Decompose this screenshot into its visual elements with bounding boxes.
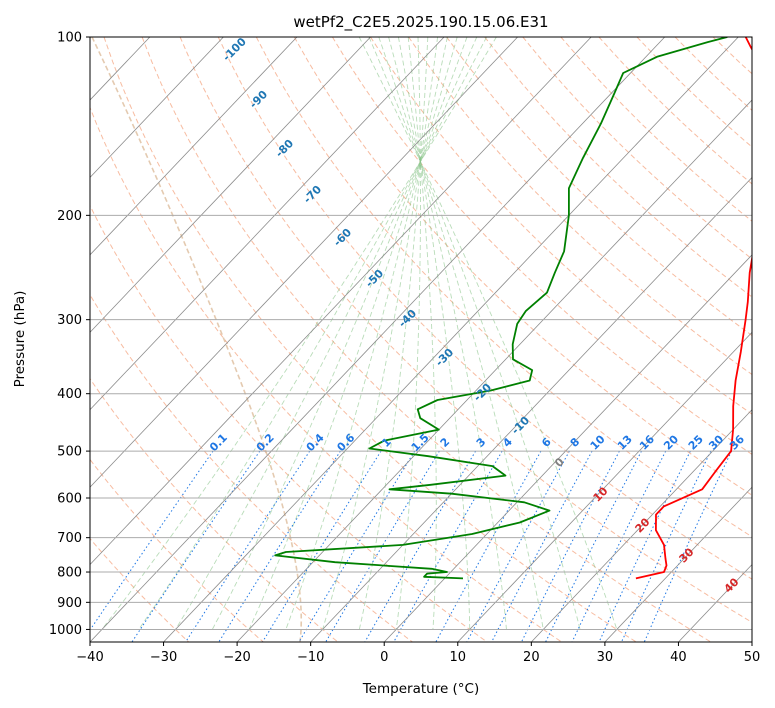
y-tick-label: 500 (57, 445, 82, 460)
moist-adiabat-line (101, 37, 497, 630)
y-axis-label: Pressure (hPa) (12, 291, 28, 388)
dry-adiabat-line (484, 37, 752, 298)
x-tick-label: 20 (523, 650, 540, 665)
reference-adiabat-line (91, 37, 303, 642)
isotherm-line (310, 176, 752, 642)
mixing-ratio-line (571, 450, 667, 642)
mixing-ratio-line (298, 450, 416, 642)
y-tick-label: 200 (57, 209, 82, 224)
moist-adiabat-line (285, 37, 448, 630)
x-tick-label: −10 (297, 650, 324, 665)
x-tick-label: −20 (223, 650, 250, 665)
mixing-ratio-line (262, 450, 382, 642)
dry-adiabat-line (141, 37, 712, 642)
isotherms (90, 37, 752, 642)
isotherm-line (236, 99, 752, 642)
x-tick-label: 0 (380, 650, 388, 665)
dry-adiabat-line (293, 37, 752, 496)
isotherm-line (90, 37, 518, 488)
plot-frame (89, 36, 753, 643)
isotherm-line (457, 331, 752, 642)
moist-adiabat-line (395, 37, 421, 630)
y-axis-ticks: 100 200 300 400 500 600 700 800 900 1000 (49, 31, 90, 638)
isotherm-line (383, 254, 752, 642)
x-tick-label: 30 (597, 650, 614, 665)
y-tick-label: 900 (57, 596, 82, 611)
x-tick-label: 50 (744, 650, 761, 665)
isotherm-line (90, 37, 371, 333)
dry-adiabat-line (179, 37, 752, 623)
mixing-ratio-line (435, 450, 542, 642)
mixing-ratio-line (491, 450, 593, 642)
isotherm-line (163, 37, 739, 642)
mixing-ratio-line (90, 450, 214, 631)
dewpoint-trace (274, 37, 728, 580)
y-tick-label: 800 (57, 566, 82, 581)
moist-adiabat-line (368, 37, 581, 630)
y-tick-label: 600 (57, 492, 82, 507)
dry-adiabat-line (331, 37, 752, 455)
isotherm-line (90, 37, 298, 256)
dry-adiabat-line (90, 106, 562, 642)
mixing-ratio-line (545, 450, 642, 642)
y-tick-label: 400 (57, 387, 82, 402)
dry-adiabats (90, 37, 752, 642)
isobars (90, 37, 752, 630)
moist-adiabat-line (358, 37, 618, 630)
moist-adiabat-line (407, 37, 437, 630)
mixing-ratio-line (521, 450, 620, 642)
dry-adiabat-line (370, 37, 752, 415)
y-tick-label: 300 (57, 313, 82, 328)
x-tick-label: 10 (450, 650, 467, 665)
x-axis-ticks: −40 −30 −20 −10 0 10 20 30 40 50 (76, 642, 760, 665)
moist-adiabat-line (138, 37, 487, 630)
dry-adiabat-line (103, 37, 637, 642)
temperature-trace (635, 37, 752, 580)
dry-adiabat-line (446, 37, 752, 337)
y-tick-label: 100 (57, 31, 82, 46)
dry-adiabat-line (90, 204, 488, 642)
isotherm-line (90, 37, 224, 179)
moist-adiabat-line (322, 37, 439, 630)
isotherm-line (604, 486, 752, 642)
isotherm-line (90, 37, 592, 566)
moist-adiabat-line (211, 37, 468, 630)
moist-adiabat-line (358, 37, 429, 630)
mixing-ratio-line (466, 450, 570, 642)
y-tick-label: 1000 (49, 623, 82, 638)
x-tick-label: 40 (670, 650, 687, 665)
moist-adiabat-line (378, 37, 544, 630)
dry-adiabat-line (408, 37, 752, 376)
x-axis-label: Temperature (°C) (362, 681, 480, 697)
chart-title: wetPf2_C2E5.2025.190.15.06.E31 (293, 13, 548, 32)
moist-adiabat-line (388, 37, 507, 630)
mixing-ratio-lines (90, 450, 733, 642)
sounding-traces (274, 37, 752, 580)
y-tick-label: 700 (57, 531, 82, 546)
mixing-ratio-line (598, 450, 691, 642)
isotherm-line (531, 409, 752, 642)
x-tick-label: −40 (76, 650, 103, 665)
isotherm-line (90, 37, 666, 642)
isotherm-line (90, 37, 445, 411)
x-tick-label: −30 (150, 650, 177, 665)
dry-adiabat-line (90, 458, 264, 642)
